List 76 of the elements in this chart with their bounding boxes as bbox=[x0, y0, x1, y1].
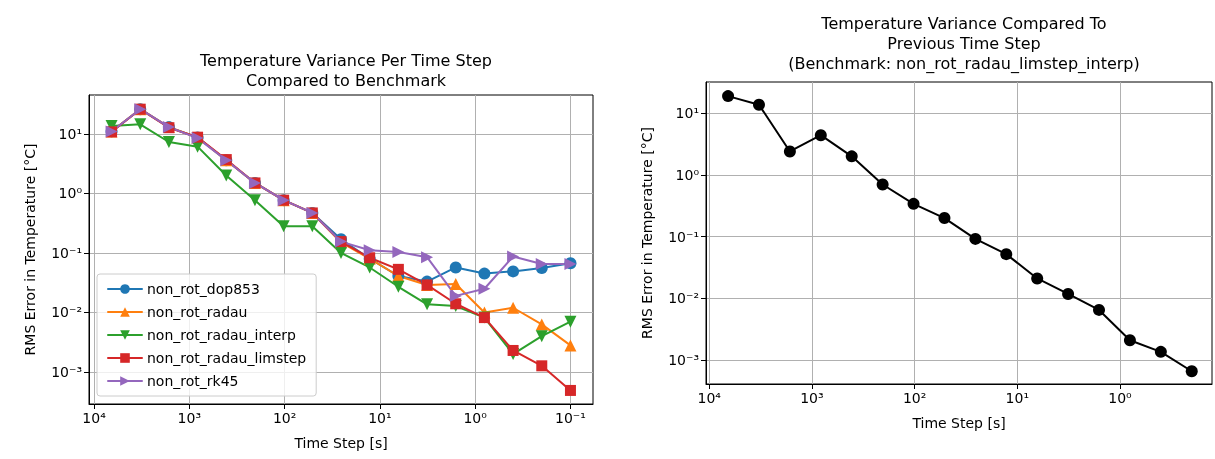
x-tick-label: 10² bbox=[902, 390, 927, 406]
point bbox=[752, 98, 765, 111]
y-tick-label: 10¹ bbox=[675, 105, 699, 122]
x-tick-label: 10⁴ bbox=[697, 390, 722, 406]
x-tick-label: 10⁴ bbox=[82, 410, 107, 426]
point bbox=[363, 244, 376, 257]
legend-label: non_rot_dop853 bbox=[147, 281, 260, 297]
point bbox=[134, 118, 147, 131]
x-tick-label: 10¹ bbox=[1005, 390, 1029, 406]
point bbox=[783, 145, 796, 158]
point bbox=[421, 251, 434, 264]
point bbox=[1154, 345, 1167, 358]
point bbox=[1093, 303, 1106, 316]
legend-label: non_rot_radau_limstep bbox=[147, 350, 307, 366]
point bbox=[1123, 334, 1136, 347]
point bbox=[507, 344, 519, 356]
point bbox=[564, 339, 577, 352]
point bbox=[392, 245, 405, 258]
point bbox=[162, 136, 175, 149]
x-tick-label: 10⁻¹ bbox=[555, 410, 586, 426]
x-axis-title: Time Step [s] bbox=[911, 415, 1006, 431]
point bbox=[220, 169, 233, 182]
point bbox=[1185, 365, 1198, 378]
point bbox=[392, 263, 404, 275]
y-tick-label: 10⁻³ bbox=[51, 364, 82, 380]
point bbox=[392, 280, 405, 293]
x-tick-label: 10⁰ bbox=[463, 410, 488, 426]
point bbox=[1062, 287, 1075, 300]
y-tick-label: 10⁻³ bbox=[668, 352, 699, 369]
point bbox=[478, 267, 491, 280]
x-tick-label: 10⁰ bbox=[1108, 390, 1133, 406]
point bbox=[335, 246, 347, 259]
x-tick-label: 10¹ bbox=[368, 410, 392, 426]
legend-label: non_rot_radau bbox=[147, 304, 248, 320]
point bbox=[277, 220, 290, 233]
point bbox=[969, 232, 982, 245]
y-tick-label: 10⁰ bbox=[675, 166, 700, 183]
y-axis-title: RMS Error in Temperature [°C] bbox=[639, 127, 655, 339]
y-tick-label: 10¹ bbox=[58, 125, 82, 142]
point bbox=[938, 212, 951, 225]
point bbox=[564, 315, 577, 328]
point bbox=[1031, 272, 1044, 285]
point bbox=[248, 194, 261, 207]
legend-label: non_rot_radau_interp bbox=[147, 327, 297, 343]
x-tick-label: 10³ bbox=[177, 410, 202, 426]
point bbox=[449, 261, 462, 274]
point bbox=[536, 360, 548, 372]
chart-title: Temperature Variance Compared To Previous Time Step (Benchmark: non_rot_radau_limstep_interp) bbox=[788, 13, 1140, 74]
point bbox=[814, 129, 827, 142]
legend-label: non_rot_rk45 bbox=[147, 373, 239, 389]
point bbox=[507, 265, 520, 278]
point bbox=[845, 150, 858, 163]
point bbox=[722, 90, 735, 103]
point bbox=[507, 301, 520, 314]
y-tick-label: 10⁻¹ bbox=[668, 228, 699, 245]
x-tick-label: 10³ bbox=[800, 390, 824, 406]
point bbox=[306, 220, 319, 233]
y-axis-title: RMS Error in Temperature [°C] bbox=[22, 143, 38, 356]
y-tick-label: 10⁻² bbox=[51, 304, 82, 321]
point bbox=[535, 330, 548, 343]
x-tick-label: 10² bbox=[272, 410, 297, 426]
point bbox=[876, 178, 889, 191]
chart-title: Temperature Variance Per Time Step Compared to Benchmark bbox=[199, 50, 492, 90]
point bbox=[421, 298, 434, 311]
point bbox=[449, 278, 462, 291]
point bbox=[564, 384, 576, 396]
y-tick-label: 10⁻¹ bbox=[51, 244, 82, 261]
y-tick-label: 10⁰ bbox=[58, 185, 83, 202]
point bbox=[478, 282, 491, 295]
point bbox=[449, 289, 462, 302]
x-axis-title: Time Step [s] bbox=[293, 435, 388, 451]
point bbox=[1000, 248, 1013, 261]
y-tick-label: 10⁻² bbox=[668, 290, 699, 307]
point bbox=[535, 318, 548, 331]
point bbox=[907, 197, 920, 210]
point bbox=[507, 250, 520, 263]
